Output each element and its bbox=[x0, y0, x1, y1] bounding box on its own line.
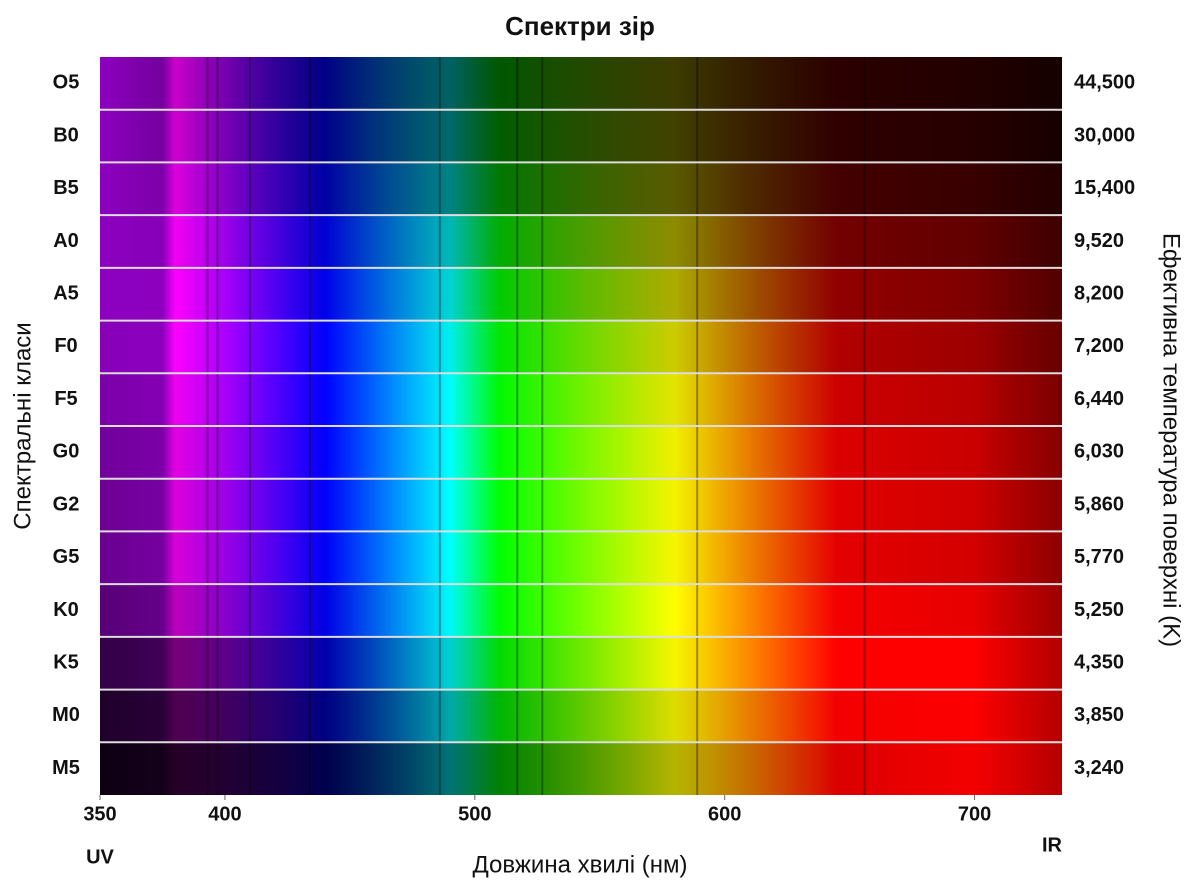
x-tick-label: 400 bbox=[208, 803, 241, 825]
temperature-label: 15,400 bbox=[1074, 177, 1135, 199]
temperature-label: 6,440 bbox=[1074, 388, 1124, 410]
class-label: F0 bbox=[54, 335, 77, 357]
spectrum-strip bbox=[100, 110, 1062, 163]
spectrum-strip bbox=[100, 690, 1062, 743]
spectrum-strip bbox=[100, 531, 1062, 584]
spectrum-strip bbox=[100, 268, 1062, 321]
temperature-label: 9,520 bbox=[1074, 230, 1124, 252]
spectrum-strip bbox=[100, 637, 1062, 690]
spectrum-strip bbox=[100, 584, 1062, 637]
x-tick-label: 500 bbox=[458, 803, 491, 825]
y2-axis-label: Ефективна температура поверхні (K) bbox=[1158, 233, 1185, 647]
temperature-label: 5,770 bbox=[1074, 546, 1124, 568]
class-label: G0 bbox=[53, 441, 80, 463]
temperature-label: 44,500 bbox=[1074, 72, 1135, 94]
temperature-label: 5,860 bbox=[1074, 493, 1124, 515]
class-label: A0 bbox=[53, 230, 79, 252]
spectrum-strip bbox=[100, 215, 1062, 268]
spectrum-strip bbox=[100, 321, 1062, 374]
x-tick-label: 700 bbox=[958, 803, 991, 825]
temperature-label: 4,350 bbox=[1074, 651, 1124, 673]
uv-label: UV bbox=[86, 846, 114, 868]
x-tick-label: 350 bbox=[83, 803, 116, 825]
spectrum-strip bbox=[100, 162, 1062, 215]
class-label: M5 bbox=[52, 757, 80, 779]
ir-label: IR bbox=[1042, 834, 1063, 856]
temperature-label: 7,200 bbox=[1074, 335, 1124, 357]
temperature-label: 8,200 bbox=[1074, 282, 1124, 304]
class-label: G5 bbox=[53, 546, 80, 568]
class-label: K0 bbox=[53, 599, 79, 621]
x-axis-label: Довжина хвилі (нм) bbox=[473, 851, 688, 878]
class-label: F5 bbox=[54, 388, 77, 410]
chart-title: Спектри зір bbox=[505, 11, 655, 41]
spectrum-strip bbox=[100, 373, 1062, 426]
class-label: O5 bbox=[53, 72, 80, 94]
temperature-label: 3,850 bbox=[1074, 704, 1124, 726]
temperature-label: 3,240 bbox=[1074, 757, 1124, 779]
class-label: G2 bbox=[53, 493, 80, 515]
spectrum-strip bbox=[100, 426, 1062, 479]
x-tick-label: 600 bbox=[708, 803, 741, 825]
spectrum-strip bbox=[100, 742, 1062, 795]
class-label: K5 bbox=[53, 651, 79, 673]
temperature-label: 5,250 bbox=[1074, 599, 1124, 621]
spectrum-strip bbox=[100, 57, 1062, 110]
temperature-label: 30,000 bbox=[1074, 124, 1135, 146]
class-label: A5 bbox=[53, 282, 79, 304]
spectrum-strip bbox=[100, 479, 1062, 532]
class-label: B5 bbox=[53, 177, 79, 199]
temperature-label: 6,030 bbox=[1074, 441, 1124, 463]
chart: Спектри зір Спектральні класи Ефективна … bbox=[0, 0, 1197, 888]
class-label: M0 bbox=[52, 704, 80, 726]
y-axis-label: Спектральні класи bbox=[9, 322, 36, 529]
class-label: B0 bbox=[53, 124, 79, 146]
